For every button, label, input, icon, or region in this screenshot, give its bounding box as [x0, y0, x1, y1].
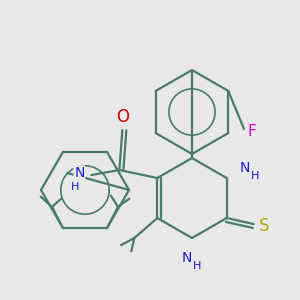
- Text: N: N: [74, 166, 85, 180]
- Text: O: O: [116, 108, 129, 126]
- Text: F: F: [248, 124, 256, 140]
- Text: N: N: [182, 251, 192, 265]
- Text: S: S: [258, 217, 269, 235]
- Text: N: N: [239, 161, 250, 175]
- Text: H: H: [250, 171, 259, 181]
- Text: H: H: [193, 261, 201, 271]
- Text: H: H: [71, 182, 80, 192]
